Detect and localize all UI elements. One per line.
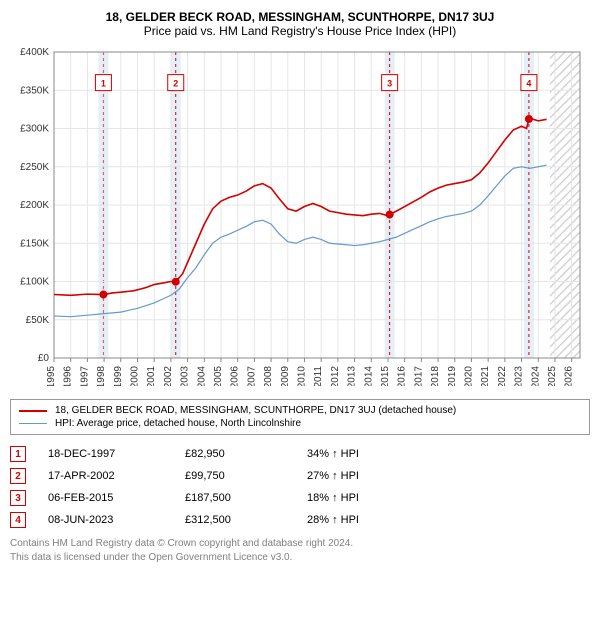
event-pct: 18% ↑ HPI (307, 492, 359, 504)
event-date: 18-DEC-1997 (48, 448, 163, 460)
svg-text:2017: 2017 (413, 366, 424, 386)
legend-item: HPI: Average price, detached house, Nort… (19, 417, 581, 430)
svg-text:4: 4 (526, 79, 531, 89)
chart-title: 18, GELDER BECK ROAD, MESSINGHAM, SCUNTH… (10, 10, 590, 24)
event-price: £312,500 (185, 514, 285, 526)
svg-text:2000: 2000 (129, 366, 140, 386)
event-price: £82,950 (185, 448, 285, 460)
event-row: 4 08-JUN-2023 £312,500 28% ↑ HPI (10, 509, 590, 531)
legend-item: 18, GELDER BECK ROAD, MESSINGHAM, SCUNTH… (19, 404, 581, 417)
svg-text:2012: 2012 (330, 366, 341, 386)
event-date: 17-APR-2002 (48, 470, 163, 482)
svg-text:1999: 1999 (113, 366, 124, 386)
footer-line: This data is licensed under the Open Gov… (10, 551, 590, 565)
event-row: 2 17-APR-2002 £99,750 27% ↑ HPI (10, 465, 590, 487)
svg-text:2008: 2008 (263, 366, 274, 386)
svg-text:1: 1 (101, 79, 106, 89)
chart-area: £0 £50K £100K £150K £200K £250K £300K £350K £400… (10, 46, 590, 391)
event-date: 08-JUN-2023 (48, 514, 163, 526)
svg-text:£50K: £50K (26, 315, 50, 326)
svg-text:3: 3 (387, 79, 392, 89)
svg-text:£200K: £200K (20, 200, 49, 211)
event-marker-icon: 1 (10, 446, 26, 462)
svg-text:£0: £0 (38, 353, 50, 364)
svg-text:£250K: £250K (20, 162, 49, 173)
svg-text:2: 2 (173, 79, 178, 89)
event-marker-icon: 4 (10, 512, 26, 528)
events-table: 1 18-DEC-1997 £82,950 34% ↑ HPI 2 17-APR-2002… (10, 443, 590, 531)
footer-line: Contains HM Land Registry data © Crown c… (10, 537, 590, 551)
svg-text:£350K: £350K (20, 85, 49, 96)
legend-swatch (19, 423, 47, 425)
event-row: 3 06-FEB-2015 £187,500 18% ↑ HPI (10, 487, 590, 509)
svg-text:2010: 2010 (296, 366, 307, 386)
svg-text:2024: 2024 (530, 366, 541, 386)
svg-text:2009: 2009 (280, 366, 291, 386)
svg-text:£100K: £100K (20, 277, 49, 288)
svg-text:2002: 2002 (163, 366, 174, 386)
svg-text:1996: 1996 (63, 366, 74, 386)
svg-text:2007: 2007 (246, 366, 257, 386)
event-marker-icon: 3 (10, 490, 26, 506)
line-chart: £0 £50K £100K £150K £200K £250K £300K £350K £400… (10, 46, 590, 386)
svg-text:2019: 2019 (447, 366, 458, 386)
svg-text:£300K: £300K (20, 124, 49, 135)
legend: 18, GELDER BECK ROAD, MESSINGHAM, SCUNTH… (10, 399, 590, 435)
svg-text:2016: 2016 (397, 366, 408, 386)
svg-text:2020: 2020 (463, 366, 474, 386)
chart-subtitle: Price paid vs. HM Land Registry's House … (10, 24, 590, 38)
svg-text:2013: 2013 (347, 366, 358, 386)
footer-attribution: Contains HM Land Registry data © Crown c… (10, 537, 590, 564)
svg-text:1995: 1995 (46, 366, 57, 386)
svg-text:£400K: £400K (20, 47, 49, 58)
svg-text:2023: 2023 (514, 366, 525, 386)
svg-text:£150K: £150K (20, 238, 49, 249)
svg-text:2015: 2015 (380, 366, 391, 386)
svg-text:2026: 2026 (564, 366, 575, 386)
legend-swatch (19, 410, 47, 412)
svg-text:1998: 1998 (96, 366, 107, 386)
event-date: 06-FEB-2015 (48, 492, 163, 504)
legend-label: 18, GELDER BECK ROAD, MESSINGHAM, SCUNTH… (55, 405, 456, 416)
event-pct: 28% ↑ HPI (307, 514, 359, 526)
legend-label: HPI: Average price, detached house, Nort… (55, 418, 301, 429)
svg-text:2004: 2004 (196, 366, 207, 386)
event-price: £187,500 (185, 492, 285, 504)
event-price: £99,750 (185, 470, 285, 482)
svg-text:1997: 1997 (79, 366, 90, 386)
svg-text:2005: 2005 (213, 366, 224, 386)
svg-text:2022: 2022 (497, 366, 508, 386)
svg-text:2014: 2014 (363, 366, 374, 386)
event-marker-icon: 2 (10, 468, 26, 484)
svg-text:2011: 2011 (313, 366, 324, 386)
svg-text:2025: 2025 (547, 366, 558, 386)
event-row: 1 18-DEC-1997 £82,950 34% ↑ HPI (10, 443, 590, 465)
svg-text:2006: 2006 (230, 366, 241, 386)
svg-text:2021: 2021 (480, 366, 491, 386)
svg-text:2001: 2001 (146, 366, 157, 386)
event-pct: 27% ↑ HPI (307, 470, 359, 482)
svg-text:2018: 2018 (430, 366, 441, 386)
event-pct: 34% ↑ HPI (307, 448, 359, 460)
svg-text:2003: 2003 (180, 366, 191, 386)
